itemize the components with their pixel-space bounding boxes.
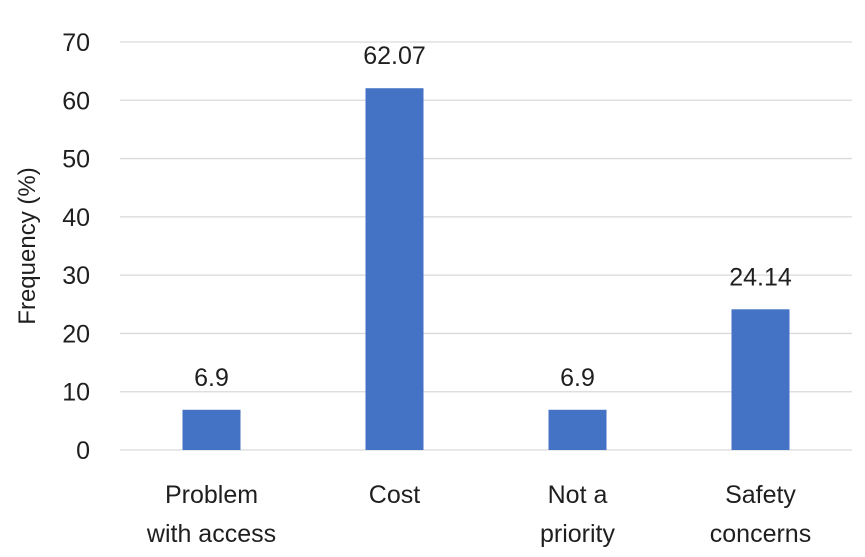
- bar: [731, 309, 790, 450]
- x-tick-label: Cost: [369, 481, 420, 509]
- y-tick-label: 20: [62, 320, 90, 348]
- bar: [182, 409, 241, 450]
- y-tick-label: 0: [76, 437, 90, 465]
- y-tick-label: 70: [62, 29, 90, 57]
- y-tick-label: 10: [62, 379, 90, 407]
- data-labels: 6.9 62.07 6.9 24.14: [194, 42, 792, 392]
- bars: [182, 88, 790, 450]
- y-tick-label: 40: [62, 204, 90, 232]
- x-tick-label: Safety concerns: [710, 481, 811, 548]
- x-tick-label: Not a priority: [540, 481, 616, 548]
- y-tick-label: 30: [62, 262, 90, 290]
- y-axis-ticks: 0 10 20 30 40 50 60 70: [62, 29, 90, 465]
- data-label: 62.07: [363, 42, 426, 70]
- y-tick-label: 50: [62, 146, 90, 174]
- y-tick-label: 60: [62, 87, 90, 115]
- gridlines: [120, 41, 852, 451]
- bar: [365, 88, 424, 450]
- data-label: 24.14: [729, 263, 792, 291]
- data-label: 6.9: [560, 364, 595, 392]
- bar: [548, 409, 607, 450]
- x-tick-label: Problem with access: [146, 481, 276, 548]
- x-axis-ticks: Problem with access Cost Not a priority Safet…: [146, 481, 811, 548]
- y-axis-title: Frequency (%): [14, 167, 41, 324]
- data-label: 6.9: [194, 364, 229, 392]
